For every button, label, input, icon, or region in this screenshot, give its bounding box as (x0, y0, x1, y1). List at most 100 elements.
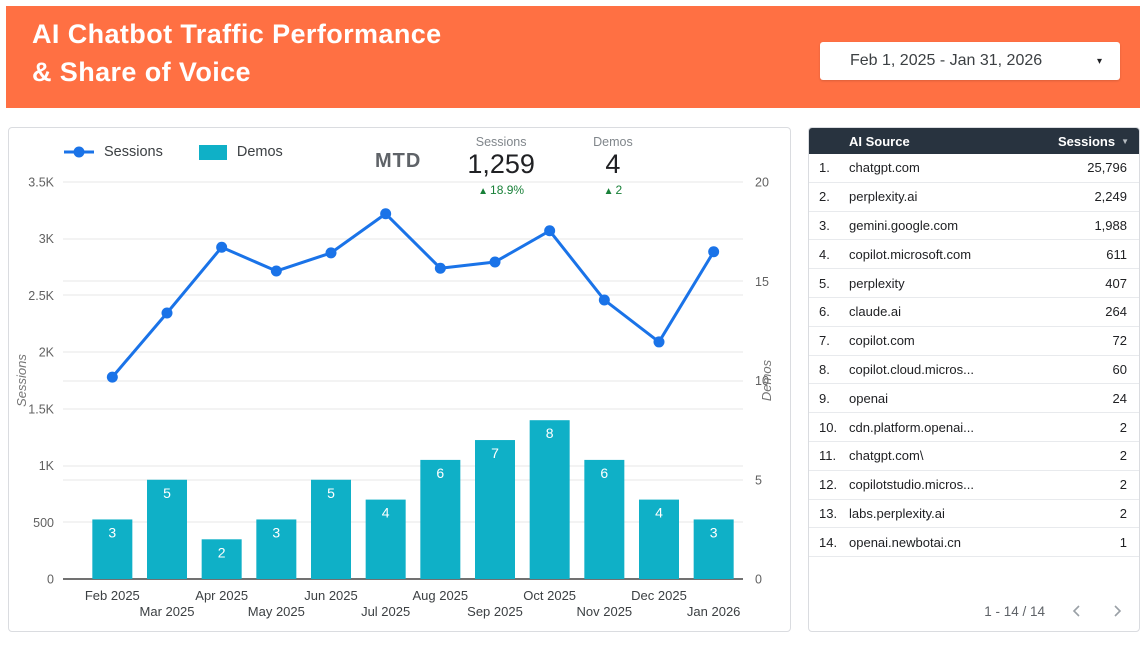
demos-bar[interactable] (92, 519, 133, 579)
demos-bar[interactable] (311, 479, 351, 579)
table-row[interactable]: 5. perplexity 407 (809, 269, 1139, 298)
demos-bar[interactable] (693, 519, 734, 579)
demos-bar[interactable] (201, 539, 242, 579)
metric-name: Demos (593, 135, 633, 149)
page-title: AI Chatbot Traffic Performance & Share o… (32, 15, 442, 91)
sessions-point[interactable] (270, 265, 282, 277)
demos-bar-label: 4 (655, 505, 663, 521)
row-sessions-value: 60 (1112, 361, 1127, 377)
pagination-info: 1 - 14 / 14 (984, 603, 1045, 619)
demos-bar-label: 5 (163, 485, 171, 501)
sessions-point[interactable] (708, 246, 720, 258)
row-rank: 12. (819, 477, 838, 493)
table-row[interactable]: 8. copilot.cloud.micros... 60 (809, 355, 1139, 385)
demos-bar-label: 2 (218, 544, 226, 560)
bar-series-swatch-icon (198, 144, 227, 160)
left-axis-tick-label: 0 (47, 573, 54, 587)
sessions-demos-combo-chart[interactable]: 3 5 2 3 5 4 6 7 8 6 4 3 0 500 1K 1.5K 2K 2.5K 3K 3.5K 0 5 10 15… (9, 128, 790, 631)
sessions-point[interactable] (653, 336, 665, 348)
sessions-point[interactable] (216, 241, 228, 253)
column-header-ai-source[interactable]: AI Source (849, 133, 910, 149)
row-ai-source: claude.ai (849, 304, 902, 320)
sessions-point[interactable] (325, 247, 337, 259)
demos-bar-label: 6 (436, 465, 444, 481)
sessions-point[interactable] (434, 262, 446, 274)
demos-bar[interactable] (529, 420, 570, 579)
scorecard-metric-demos: Demos 4 ▲ 2 (581, 135, 645, 197)
demos-bar[interactable] (147, 479, 187, 579)
row-rank: 8. (819, 361, 830, 377)
row-ai-source: perplexity (849, 275, 905, 291)
row-ai-source: cdn.platform.openai... (849, 419, 975, 435)
row-sessions-value: 2,249 (1094, 189, 1127, 205)
x-axis-month-label: Feb 2025 (85, 588, 140, 603)
previous-page-button[interactable] (1069, 603, 1085, 619)
demos-bar[interactable] (475, 440, 515, 579)
table-row[interactable]: 2. perplexity.ai 2,249 (809, 182, 1139, 212)
chart-legend: Sessions Demos (64, 144, 283, 160)
column-header-sessions[interactable]: Sessions ▼ (1057, 133, 1129, 149)
row-rank: 11. (819, 448, 837, 464)
row-rank: 3. (819, 217, 830, 233)
next-page-button[interactable] (1109, 603, 1125, 619)
table-row[interactable]: 12. copilotstudio.micros... 2 (809, 470, 1139, 500)
demos-bar[interactable] (584, 459, 625, 579)
right-axis-tick-label: 10 (755, 374, 769, 388)
row-sessions-value: 2 (1119, 448, 1127, 464)
scorecard-period-label: MTD (375, 150, 422, 172)
row-rank: 5. (819, 275, 830, 291)
table-pagination: 1 - 14 / 14 (984, 603, 1125, 619)
table-row[interactable]: 3. gemini.google.com 1,988 (809, 211, 1139, 241)
sessions-point[interactable] (380, 208, 392, 220)
row-rank: 6. (819, 304, 830, 320)
up-arrow-icon: ▲ (603, 186, 614, 197)
x-axis-month-label: Dec 2025 (631, 588, 687, 603)
demos-bar[interactable] (639, 499, 679, 579)
table-row[interactable]: 14. openai.newbotai.cn 1 (809, 528, 1139, 558)
sessions-point[interactable] (489, 256, 501, 268)
table-row[interactable]: 7. copilot.com 72 (809, 326, 1139, 356)
row-ai-source: chatgpt.com (849, 160, 920, 176)
table-row[interactable]: 4. copilot.microsoft.com 611 (809, 240, 1139, 270)
row-sessions-value: 407 (1105, 275, 1127, 291)
line-series-marker-icon (64, 146, 94, 158)
page-title-line2: & Share of Voice (32, 57, 251, 87)
demos-bar[interactable] (365, 499, 406, 579)
x-axis-month-label: Mar 2025 (140, 604, 195, 619)
table-row[interactable]: 10. cdn.platform.openai... 2 (809, 413, 1139, 442)
demos-bar-label: 4 (382, 505, 390, 521)
table-row[interactable]: 11. chatgpt.com\ 2 (809, 441, 1139, 471)
row-ai-source: copilot.microsoft.com (849, 246, 972, 262)
sessions-point[interactable] (544, 225, 556, 237)
header-banner: AI Chatbot Traffic Performance & Share o… (6, 6, 1140, 108)
caret-down-icon: ▾ (1096, 55, 1102, 67)
right-axis-tick-label: 5 (755, 473, 762, 487)
row-sessions-value: 2 (1119, 477, 1127, 493)
row-ai-source: perplexity.ai (849, 189, 918, 205)
right-axis-tick-label: 20 (755, 176, 769, 190)
demos-bar[interactable] (420, 459, 461, 579)
demos-bar-label: 8 (546, 425, 554, 441)
table-row[interactable]: 13. labs.perplexity.ai 2 (809, 499, 1139, 529)
sessions-point[interactable] (106, 371, 118, 383)
row-rank: 4. (819, 246, 830, 262)
date-range-label: Feb 1, 2025 - Jan 31, 2026 (850, 52, 1043, 69)
legend-item-demos[interactable]: Demos (198, 144, 283, 160)
table-row[interactable]: 9. openai 24 (809, 384, 1139, 414)
demos-bar[interactable] (256, 519, 297, 579)
row-sessions-value: 25,796 (1087, 160, 1127, 176)
metric-delta: ▲ 18.9% (478, 183, 525, 197)
row-ai-source: chatgpt.com\ (849, 448, 924, 464)
up-arrow-icon: ▲ (478, 186, 489, 197)
table-row[interactable]: 1. chatgpt.com 25,796 (809, 154, 1139, 183)
row-rank: 7. (819, 333, 830, 349)
table-row[interactable]: 6. claude.ai 264 (809, 297, 1139, 327)
legend-item-sessions[interactable]: Sessions (64, 144, 163, 160)
sessions-point[interactable] (598, 294, 610, 306)
demos-bar-label: 6 (600, 465, 608, 481)
date-range-picker[interactable]: Feb 1, 2025 - Jan 31, 2026 ▾ (820, 42, 1120, 80)
row-sessions-value: 1,988 (1094, 217, 1127, 233)
sessions-point[interactable] (161, 307, 173, 319)
row-sessions-value: 264 (1105, 304, 1127, 320)
left-axis-tick-label: 1.5K (28, 402, 54, 416)
